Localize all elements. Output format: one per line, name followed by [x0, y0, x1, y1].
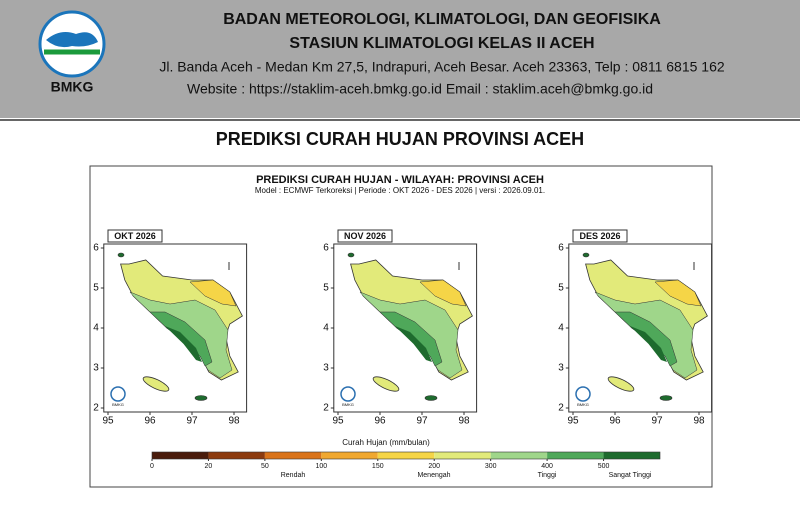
x-tick-label: 95 — [102, 416, 114, 427]
x-tick-label: 98 — [693, 416, 705, 427]
agency: BADAN METEOROLOGI, KLIMATOLOGI, DAN GEOF… — [223, 11, 661, 28]
y-tick-label: 5 — [558, 283, 564, 294]
colorbar-segment — [377, 452, 435, 459]
x-tick-label: 96 — [144, 416, 156, 427]
colorbar-segment — [490, 452, 548, 459]
y-tick-label: 4 — [558, 323, 564, 334]
colorbar-segment — [208, 452, 265, 459]
y-tick-label: 6 — [323, 243, 329, 254]
x-tick-label: 98 — [228, 416, 240, 427]
y-tick-label: 6 — [558, 243, 564, 254]
y-tick-label: 3 — [323, 363, 329, 374]
map-panel: BMKG 95 96 97 98 2 3 4 5 6 OKT 2026 — [93, 229, 248, 427]
category-label: Sangat Tinggi — [609, 472, 652, 479]
colorbar-tick-label: 0 — [150, 463, 154, 470]
logo-mark — [46, 32, 98, 48]
y-tick-label: 5 — [323, 283, 329, 294]
colorbar-label: Curah Hujan (mm/bulan) — [342, 438, 430, 447]
category-label: Menengah — [417, 472, 450, 479]
colorbar-tick-label: 300 — [485, 463, 497, 470]
page-title: PREDIKSI CURAH HUJAN PROVINSI ACEH — [216, 129, 584, 149]
map-panel: BMKG 95 96 97 98 2 3 4 5 6 DES 2026 — [558, 229, 713, 427]
contact: Website : https://staklim-aceh.bmkg.go.i… — [187, 81, 653, 97]
x-tick-label: 97 — [416, 416, 428, 427]
station: STASIUN KLIMATOLOGI KELAS II ACEH — [289, 35, 594, 52]
colorbar-segment — [547, 452, 604, 459]
y-tick-label: 5 — [93, 283, 99, 294]
colorbar-tick-label: 500 — [598, 463, 610, 470]
x-tick-label: 97 — [651, 416, 663, 427]
map-logo: BMKG — [577, 402, 589, 407]
map-logo: BMKG — [342, 402, 354, 407]
map-panel: BMKG 95 96 97 98 2 3 4 5 6 NOV 2026 — [323, 229, 478, 427]
map-label-box — [337, 229, 393, 243]
category-label: Tinggi — [538, 472, 557, 479]
colorbar-segment — [152, 452, 209, 459]
map-label-box — [107, 229, 163, 243]
colorbar-frame — [151, 451, 661, 460]
map-label: NOV 2026 — [344, 231, 386, 241]
y-tick-label: 2 — [93, 403, 99, 414]
header-bar — [0, 0, 800, 118]
logo-text: BMKG — [51, 79, 94, 95]
colorbar-segment — [434, 452, 491, 459]
colorbar-segment — [264, 452, 322, 459]
map-logo: BMKG — [112, 402, 124, 407]
map-label: OKT 2026 — [114, 231, 156, 241]
y-tick-label: 4 — [93, 323, 99, 334]
figure-subtitle: Model : ECMWF Terkoreksi | Periode : OKT… — [255, 186, 545, 195]
address: Jl. Banda Aceh - Medan Km 27,5, Indrapur… — [159, 59, 725, 75]
x-tick-label: 96 — [609, 416, 621, 427]
colorbar-tick-label: 200 — [428, 463, 440, 470]
colorbar-tick-label: 20 — [205, 463, 213, 470]
y-tick-label: 2 — [323, 403, 329, 414]
y-tick-label: 2 — [558, 403, 564, 414]
category-label: Rendah — [281, 472, 306, 479]
x-tick-label: 95 — [332, 416, 344, 427]
colorbar-tick-label: 150 — [372, 463, 384, 470]
x-tick-label: 95 — [567, 416, 579, 427]
colorbar-tick-label: 400 — [541, 463, 553, 470]
figure-title: PREDIKSI CURAH HUJAN - WILAYAH: PROVINSI… — [256, 174, 544, 186]
x-tick-label: 98 — [458, 416, 470, 427]
map-label: DES 2026 — [579, 231, 620, 241]
x-tick-label: 96 — [374, 416, 386, 427]
colorbar-tick-label: 50 — [261, 463, 269, 470]
colorbar-segment — [321, 452, 378, 459]
colorbar-segment — [603, 452, 660, 459]
y-tick-label: 4 — [323, 323, 329, 334]
x-tick-label: 97 — [186, 416, 198, 427]
y-tick-label: 6 — [93, 243, 99, 254]
colorbar-tick-label: 100 — [315, 463, 327, 470]
y-tick-label: 3 — [558, 363, 564, 374]
y-tick-label: 3 — [93, 363, 99, 374]
map-label-box — [572, 229, 628, 243]
